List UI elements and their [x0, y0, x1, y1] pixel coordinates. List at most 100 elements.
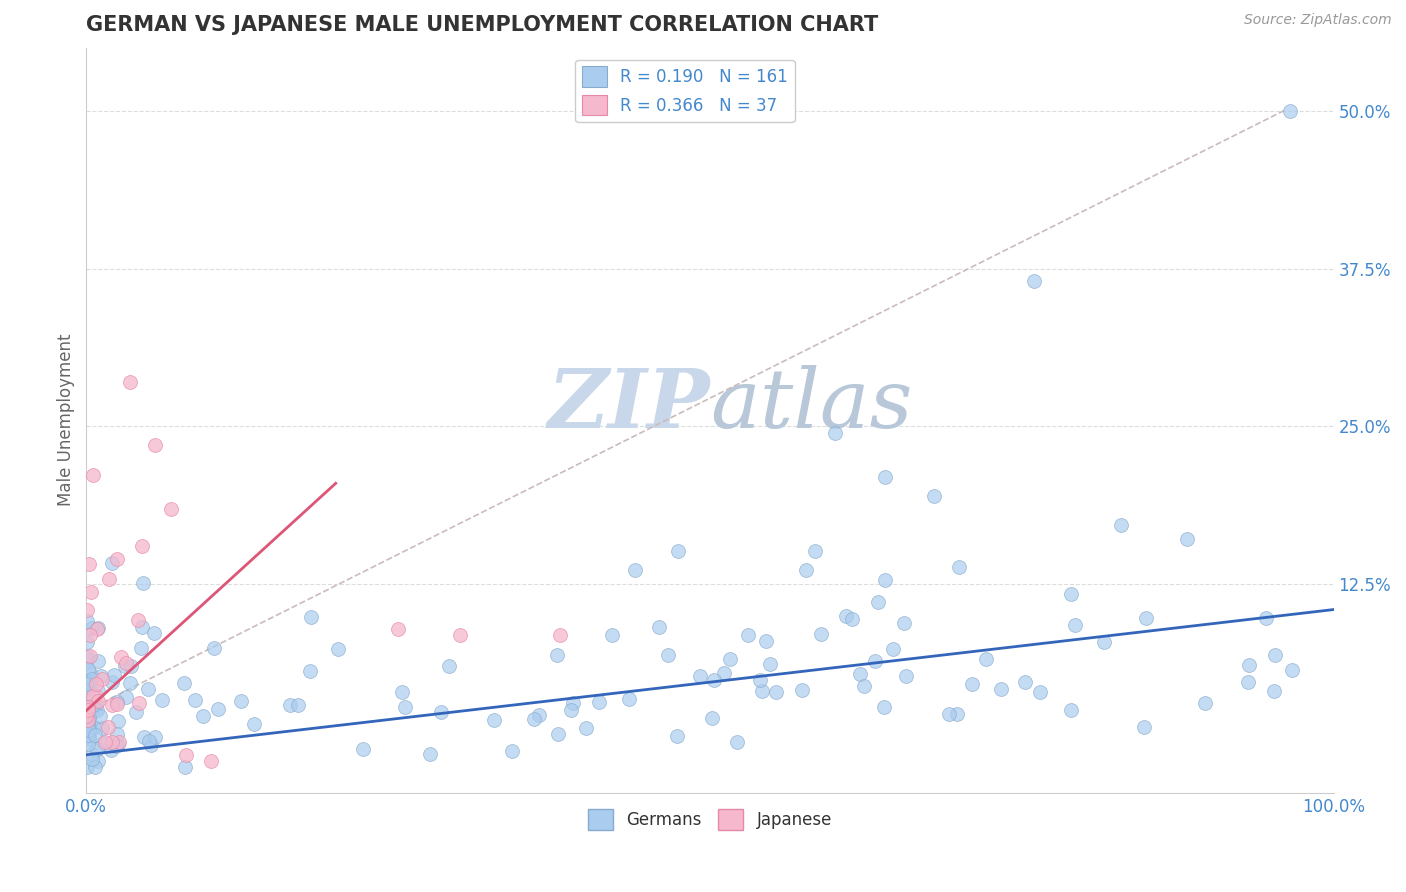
Point [79, 721, 101, 735]
Point [118, 376, 141, 390]
Point [482, 713, 505, 727]
Point [863, 654, 886, 668]
Point [1278, 103, 1301, 118]
Point [893, 615, 915, 630]
Point [924, 489, 946, 503]
Point [657, 648, 679, 662]
Point [1029, 685, 1052, 699]
Point [1264, 648, 1286, 662]
Point [713, 665, 735, 680]
Point [1024, 274, 1046, 288]
Point [948, 560, 970, 574]
Point [118, 676, 141, 690]
Point [100, 735, 122, 749]
Point [527, 708, 550, 723]
Point [759, 657, 782, 672]
Point [77, 732, 100, 747]
Point [131, 619, 153, 633]
Point [430, 705, 453, 719]
Point [243, 717, 266, 731]
Point [86, 741, 108, 756]
Point [600, 628, 623, 642]
Point [200, 754, 222, 768]
Point [546, 648, 568, 662]
Point [77, 703, 100, 717]
Point [700, 711, 723, 725]
Point [90, 669, 112, 683]
Point [108, 735, 131, 749]
Point [174, 747, 197, 762]
Point [852, 679, 875, 693]
Point [125, 705, 148, 719]
Point [803, 544, 825, 558]
Point [617, 692, 640, 706]
Point [835, 609, 858, 624]
Point [83, 728, 105, 742]
Point [77, 710, 100, 724]
Point [202, 640, 225, 655]
Point [849, 667, 872, 681]
Point [79, 698, 101, 713]
Point [666, 544, 689, 558]
Point [703, 673, 725, 688]
Point [866, 595, 889, 609]
Point [120, 659, 142, 673]
Point [127, 613, 149, 627]
Point [79, 648, 101, 663]
Point [143, 626, 166, 640]
Point [1109, 517, 1132, 532]
Point [75, 673, 97, 688]
Point [91, 672, 114, 686]
Point [562, 696, 585, 710]
Point [765, 685, 787, 699]
Point [75, 709, 97, 723]
Point [299, 664, 322, 678]
Text: Source: ZipAtlas.com: Source: ZipAtlas.com [1244, 13, 1392, 28]
Point [76, 635, 98, 649]
Point [105, 726, 128, 740]
Point [792, 683, 814, 698]
Point [100, 557, 122, 571]
Point [131, 540, 153, 554]
Point [94, 735, 117, 749]
Point [1239, 657, 1261, 672]
Point [91, 721, 114, 735]
Point [1060, 587, 1083, 601]
Point [751, 684, 773, 698]
Point [810, 627, 832, 641]
Point [76, 653, 98, 667]
Point [873, 700, 896, 714]
Point [1060, 703, 1083, 717]
Point [547, 727, 569, 741]
Point [84, 690, 107, 704]
Point [575, 721, 598, 735]
Point [183, 693, 205, 707]
Point [77, 729, 100, 743]
Point [80, 585, 103, 599]
Point [114, 690, 136, 705]
Point [83, 700, 105, 714]
Point [588, 695, 610, 709]
Point [191, 709, 214, 723]
Point [129, 641, 152, 656]
Point [548, 628, 571, 642]
Point [173, 675, 195, 690]
Point [87, 621, 110, 635]
Point [76, 713, 98, 727]
Point [76, 673, 98, 688]
Point [150, 692, 173, 706]
Point [82, 621, 104, 635]
Point [75, 677, 97, 691]
Point [77, 723, 100, 738]
Point [105, 695, 128, 709]
Point [77, 737, 100, 751]
Point [1194, 696, 1216, 710]
Point [794, 563, 817, 577]
Point [82, 698, 104, 712]
Point [229, 694, 252, 708]
Point [84, 760, 107, 774]
Point [419, 747, 441, 761]
Point [207, 701, 229, 715]
Point [107, 552, 129, 566]
Point [86, 703, 108, 717]
